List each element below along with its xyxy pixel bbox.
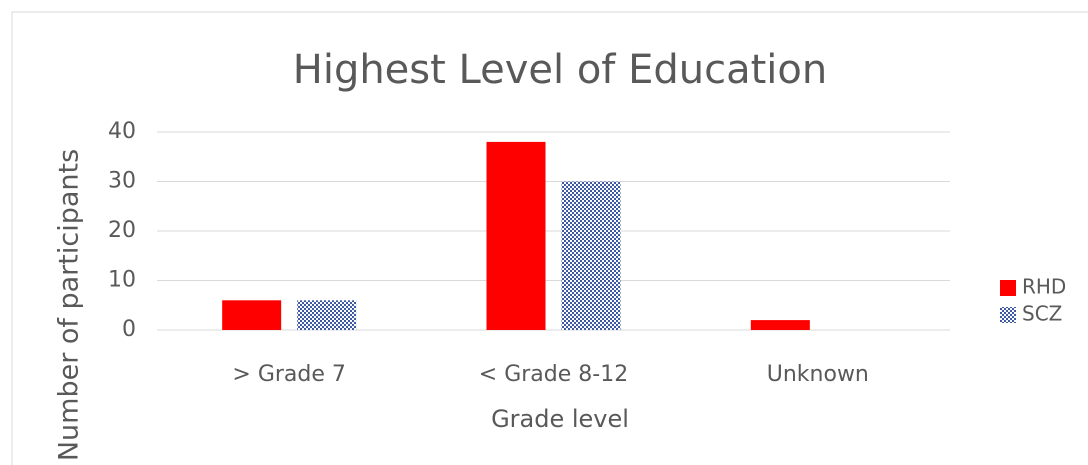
y-tick-label: 20	[108, 218, 136, 243]
x-tick-label: Unknown	[767, 362, 869, 387]
y-tick-label: 40	[108, 119, 136, 144]
bar	[222, 300, 282, 330]
x-tick-label: < Grade 8-12	[479, 362, 628, 387]
bar	[561, 181, 621, 330]
legend-swatch	[1000, 280, 1016, 296]
y-tick-label: 30	[108, 169, 136, 194]
bar	[750, 320, 810, 330]
chart-border	[11, 11, 1088, 465]
bar	[486, 141, 546, 330]
chart-title: Highest Level of Education	[293, 47, 828, 93]
legend-label: SCZ	[1022, 302, 1062, 326]
legend-swatch	[1000, 307, 1016, 323]
x-tick-label: > Grade 7	[232, 362, 346, 387]
y-tick-label: 0	[122, 317, 136, 342]
legend-label: RHD	[1022, 275, 1066, 299]
y-tick-label: 10	[108, 268, 136, 293]
y-axis-title: Number of participants	[54, 149, 85, 461]
x-axis-title: Grade level	[491, 405, 629, 433]
bar	[297, 300, 357, 330]
